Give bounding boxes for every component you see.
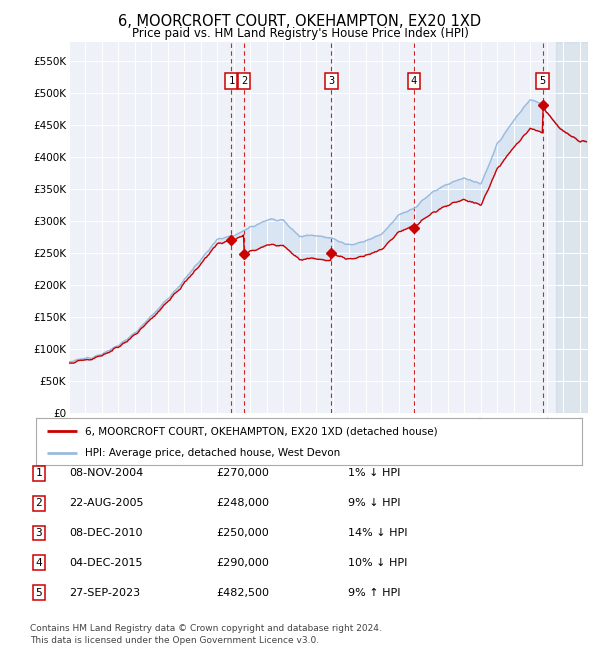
Text: 9% ↑ HPI: 9% ↑ HPI [348,588,401,598]
Text: Contains HM Land Registry data © Crown copyright and database right 2024.
This d: Contains HM Land Registry data © Crown c… [30,624,382,645]
Text: 5: 5 [539,76,545,86]
Text: 2: 2 [241,76,247,86]
Text: £248,000: £248,000 [216,498,269,508]
Text: 08-NOV-2004: 08-NOV-2004 [69,468,143,478]
Text: 1: 1 [35,468,43,478]
Text: 3: 3 [35,528,43,538]
Text: 6, MOORCROFT COURT, OKEHAMPTON, EX20 1XD: 6, MOORCROFT COURT, OKEHAMPTON, EX20 1XD [118,14,482,29]
Bar [556,42,588,413]
Text: 5: 5 [35,588,43,598]
Text: Price paid vs. HM Land Registry's House Price Index (HPI): Price paid vs. HM Land Registry's House … [131,27,469,40]
Text: 1: 1 [229,76,235,86]
Text: HPI: Average price, detached house, West Devon: HPI: Average price, detached house, West… [85,448,340,458]
Text: £482,500: £482,500 [216,588,269,598]
Text: £290,000: £290,000 [216,558,269,568]
Text: 08-DEC-2010: 08-DEC-2010 [69,528,143,538]
Text: 22-AUG-2005: 22-AUG-2005 [69,498,143,508]
Text: 3: 3 [328,76,335,86]
Text: 1% ↓ HPI: 1% ↓ HPI [348,468,400,478]
Text: 4: 4 [35,558,43,568]
Text: 04-DEC-2015: 04-DEC-2015 [69,558,143,568]
Text: 9% ↓ HPI: 9% ↓ HPI [348,498,401,508]
Text: 4: 4 [410,76,417,86]
Text: 10% ↓ HPI: 10% ↓ HPI [348,558,407,568]
Text: £270,000: £270,000 [216,468,269,478]
Text: 6, MOORCROFT COURT, OKEHAMPTON, EX20 1XD (detached house): 6, MOORCROFT COURT, OKEHAMPTON, EX20 1XD… [85,426,438,436]
Text: 2: 2 [35,498,43,508]
Text: 14% ↓ HPI: 14% ↓ HPI [348,528,407,538]
Text: £250,000: £250,000 [216,528,269,538]
Text: 27-SEP-2023: 27-SEP-2023 [69,588,140,598]
